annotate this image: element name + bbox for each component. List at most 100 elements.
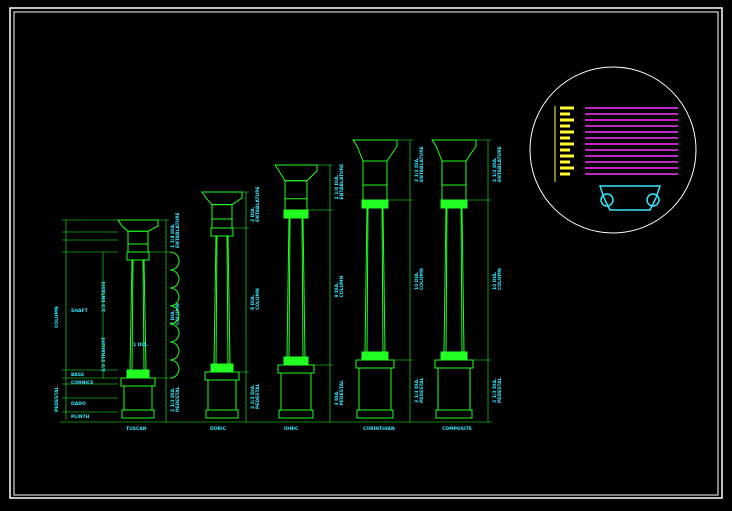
entablature-frieze (211, 204, 233, 229)
pedestal-dimension-value: 2 2/3 DIA. (250, 384, 256, 409)
entablature-dimension-value: 2 1/2 DIA. (414, 157, 420, 182)
pedestal-cornice (277, 364, 315, 374)
label-pedestal: PEDESTAL (54, 386, 60, 412)
column-capital (361, 199, 389, 209)
order-name: COMPOSITE (442, 426, 472, 432)
volute-left (600, 193, 614, 207)
entablature-cornice (431, 139, 477, 162)
order-name: DORIC (210, 426, 227, 432)
column-dimension-value: 10 DIA. (414, 271, 420, 290)
column-base (440, 351, 468, 361)
label-diameter: 1 DIA. (133, 342, 149, 348)
pedestal-dado (280, 372, 312, 411)
pedestal-plinth (205, 409, 239, 419)
profile-marker (560, 160, 570, 164)
column-dimension-label: COLUMN (175, 303, 181, 325)
pedestal-dado (207, 379, 237, 411)
pedestal-dimension: 2 2/3 DIA.PEDESTAL (250, 383, 261, 409)
column-dimension: 10 DIA.COLUMN (492, 268, 503, 290)
pedestal-dimension-label: PEDESTAL (255, 383, 261, 409)
entablature-dimension-label: ENTABLATURE (497, 146, 503, 182)
column-dimension-label: COLUMN (339, 276, 345, 298)
entablature-cornice (201, 191, 243, 206)
pedestal-dimension-label: PEDESTAL (175, 386, 181, 412)
orders-group: 1 3/4 DIA. ENTABLATURE 7 DIA.COLUMN 2 1/3 D… (60, 139, 503, 432)
label-straight: 1/3 STRAIGHT (101, 336, 107, 372)
pedestal-plinth (435, 409, 473, 419)
entablature-dimension-value: 2 DIA. (250, 206, 256, 222)
entablature-frieze (362, 160, 388, 201)
column-dimension-label: COLUMN (497, 268, 503, 290)
pedestal-dado (358, 367, 392, 411)
column-dimension-value: 10 DIA. (492, 271, 498, 290)
pedestal-dimension-value: 2 1/3 DIA. (170, 387, 176, 412)
column-dimension: 7 DIA.COLUMN (170, 303, 181, 325)
order-name: TUSCAN (126, 426, 147, 432)
outer-frame (9, 7, 723, 499)
pedestal-dimension-label: PEDESTAL (339, 380, 345, 406)
entablature-dimension-label: ENTABLATURE (419, 146, 425, 182)
shaft-division-arc (169, 305, 180, 325)
part-labels: COLUMN PEDESTAL SHAFT BASE CORNICE DADO … (54, 281, 149, 420)
column-dimension-value: 9 DIA. (334, 282, 340, 298)
entablature-dimension: 2 1/4 DIA.ENTABLATURE (334, 164, 345, 200)
entablature-dimension: 2 1/2 DIA.ENTABLATURE (414, 146, 425, 182)
label-cornice: CORNICE (71, 380, 93, 386)
column-dimension: 10 DIA.COLUMN (414, 268, 425, 290)
profile-marker (560, 136, 570, 140)
profile-marker (560, 118, 574, 122)
shaft-division-arc (169, 323, 180, 343)
pedestal-dimension-value: 3 1/3 DIA. (492, 378, 498, 403)
shaft-division-arc (169, 287, 180, 307)
entablature-cornice (274, 164, 318, 182)
column-base (361, 351, 389, 361)
profile-marker (560, 148, 570, 152)
volute-right (646, 193, 660, 207)
pedestal-dimension-label: PEDESTAL (419, 377, 425, 403)
column-shaft (129, 259, 147, 371)
shaft-division-arc (169, 359, 180, 379)
label-dado: DADO (71, 401, 86, 407)
order-corinthian: 2 1/2 DIA.ENTABLATURE 10 DIA.COLUMN 3 1/3 … (352, 139, 425, 432)
entablature-dimension: 2 1/2 DIA.ENTABLATURE (492, 146, 503, 182)
label-base: BASE (71, 372, 84, 378)
column-dimension: 9 DIA.COLUMN (334, 276, 345, 298)
ionic-detail-callout (529, 66, 697, 234)
label-entasis: 2/3 ENTASIS (101, 281, 107, 312)
pedestal-dado (437, 367, 471, 411)
pedestal-cornice (434, 359, 474, 369)
entablature-dimension-label: ENTABLATURE (339, 164, 345, 200)
entablature-dimension-value: 1 3/4 DIA. (170, 223, 176, 248)
entablature-frieze (284, 180, 308, 211)
entablature-dimension: 2 DIA.ENTABLATURE (250, 186, 261, 222)
column-base (126, 369, 150, 379)
entablature-dimension-label: ENTABLATURE (255, 186, 261, 222)
entablature-cornice (352, 139, 398, 162)
inner-frame (13, 11, 719, 496)
profile-marker (560, 154, 574, 158)
pedestal-plinth (278, 409, 314, 419)
order-doric: 2 DIA.ENTABLATURE 8 DIA.COLUMN 2 2/3 DIA.P… (201, 186, 261, 432)
profile-marker (560, 124, 570, 128)
profile-marker (560, 112, 570, 116)
pedestal-dimension-value: 3 1/3 DIA. (414, 378, 420, 403)
column-capital (210, 227, 234, 237)
pedestal-dimension: 3 DIA.PEDESTAL (334, 380, 345, 406)
order-name: IONIC (284, 426, 299, 432)
order-ionic: 2 1/4 DIA.ENTABLATURE 9 DIA.COLUMN 3 DIA.P… (274, 164, 345, 432)
pedestal-dimension-label: PEDESTAL (497, 377, 503, 403)
pedestal-dimension: 2 1/3 DIA.PEDESTAL (170, 386, 181, 412)
column-capital (440, 199, 468, 209)
pedestal-cornice (355, 359, 395, 369)
pedestal-cornice (204, 371, 240, 381)
pedestal-cornice (120, 377, 156, 387)
order-composite: 2 1/2 DIA.ENTABLATURE 10 DIA.COLUMN 3 1/3 … (431, 139, 503, 432)
pedestal-dimension-value: 3 DIA. (334, 390, 340, 406)
column-base (283, 356, 309, 366)
column-dimension-label: COLUMN (419, 268, 425, 290)
column-shaft (286, 217, 306, 358)
profile-marker (560, 130, 574, 134)
profile-marker (560, 106, 574, 110)
column-shaft (443, 207, 465, 353)
